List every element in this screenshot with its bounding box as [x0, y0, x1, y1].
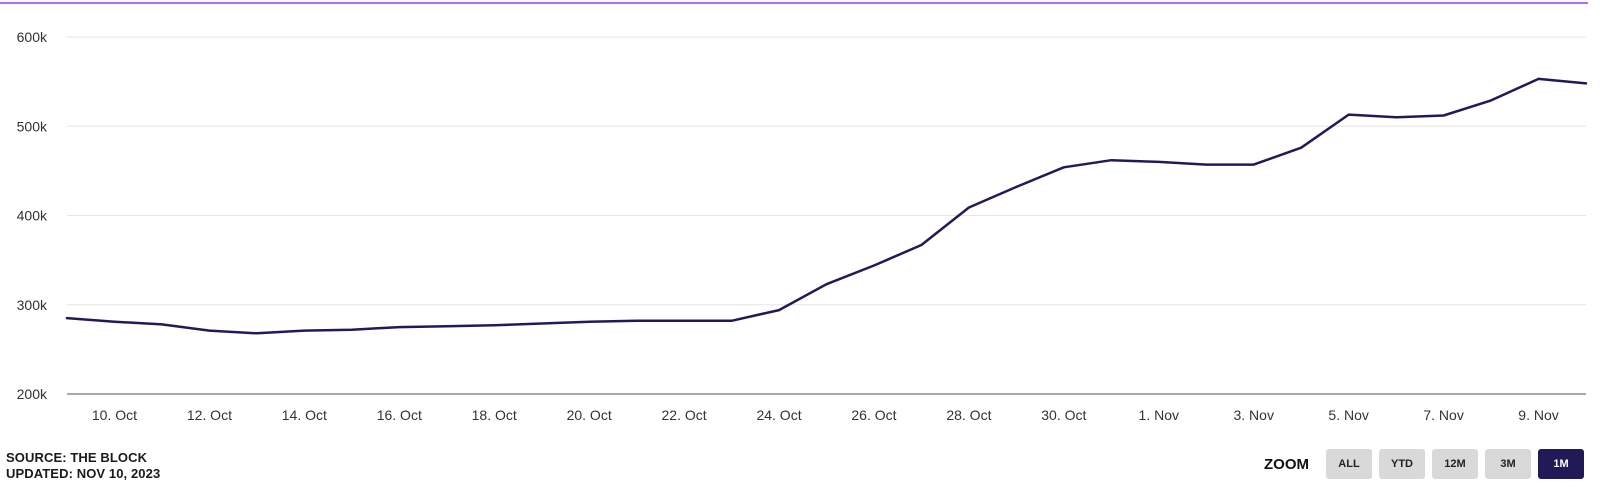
- y-tick-label: 400k: [17, 208, 48, 224]
- x-tick-label: 18. Oct: [472, 407, 517, 423]
- x-axis: 10. Oct 12. Oct 14. Oct 16. Oct 18. Oct 20. O…: [92, 407, 1559, 423]
- x-tick-label: 30. Oct: [1041, 407, 1086, 423]
- zoom-ytd-button[interactable]: YTD: [1379, 449, 1425, 479]
- x-tick-label: 1. Nov: [1139, 407, 1179, 423]
- grid-lines: [67, 36, 1586, 306]
- x-tick-label: 24. Oct: [756, 407, 801, 423]
- x-tick-label: 22. Oct: [662, 407, 707, 423]
- x-tick-label: 12. Oct: [187, 407, 232, 423]
- zoom-1m-button[interactable]: 1M: [1538, 449, 1584, 479]
- y-tick-label: 300k: [17, 297, 48, 313]
- zoom-controls: ZOOM ALL YTD 12M 3M 1M: [1264, 449, 1584, 479]
- x-tick-label: 16. Oct: [377, 407, 422, 423]
- updated-text: UPDATED: NOV 10, 2023: [6, 466, 161, 481]
- line-chart: 200k 300k 400k 500k 600k 10. Oct 12. Oct 14. O…: [17, 29, 1588, 423]
- x-tick-label: 7. Nov: [1423, 407, 1463, 423]
- y-tick-label: 500k: [17, 118, 48, 134]
- zoom-label: ZOOM: [1264, 455, 1309, 473]
- y-axis: 200k 300k 400k 500k 600k: [17, 29, 48, 402]
- source-text: SOURCE: THE BLOCK: [6, 450, 148, 465]
- zoom-all-button[interactable]: ALL: [1326, 449, 1372, 479]
- zoom-12m-button[interactable]: 12M: [1432, 449, 1478, 479]
- x-tick-label: 14. Oct: [282, 407, 327, 423]
- y-tick-label: 200k: [17, 386, 48, 402]
- x-tick-label: 10. Oct: [92, 407, 137, 423]
- x-tick-label: 5. Nov: [1328, 407, 1368, 423]
- top-accent-rule: [0, 2, 1588, 4]
- x-tick-label: 9. Nov: [1518, 407, 1558, 423]
- x-tick-label: 26. Oct: [851, 407, 896, 423]
- series-line: [65, 77, 1588, 335]
- zoom-3m-button[interactable]: 3M: [1485, 449, 1531, 479]
- x-tick-label: 28. Oct: [946, 407, 991, 423]
- x-tick-label: 20. Oct: [567, 407, 612, 423]
- x-tick-label: 3. Nov: [1233, 407, 1273, 423]
- y-tick-label: 600k: [17, 29, 48, 45]
